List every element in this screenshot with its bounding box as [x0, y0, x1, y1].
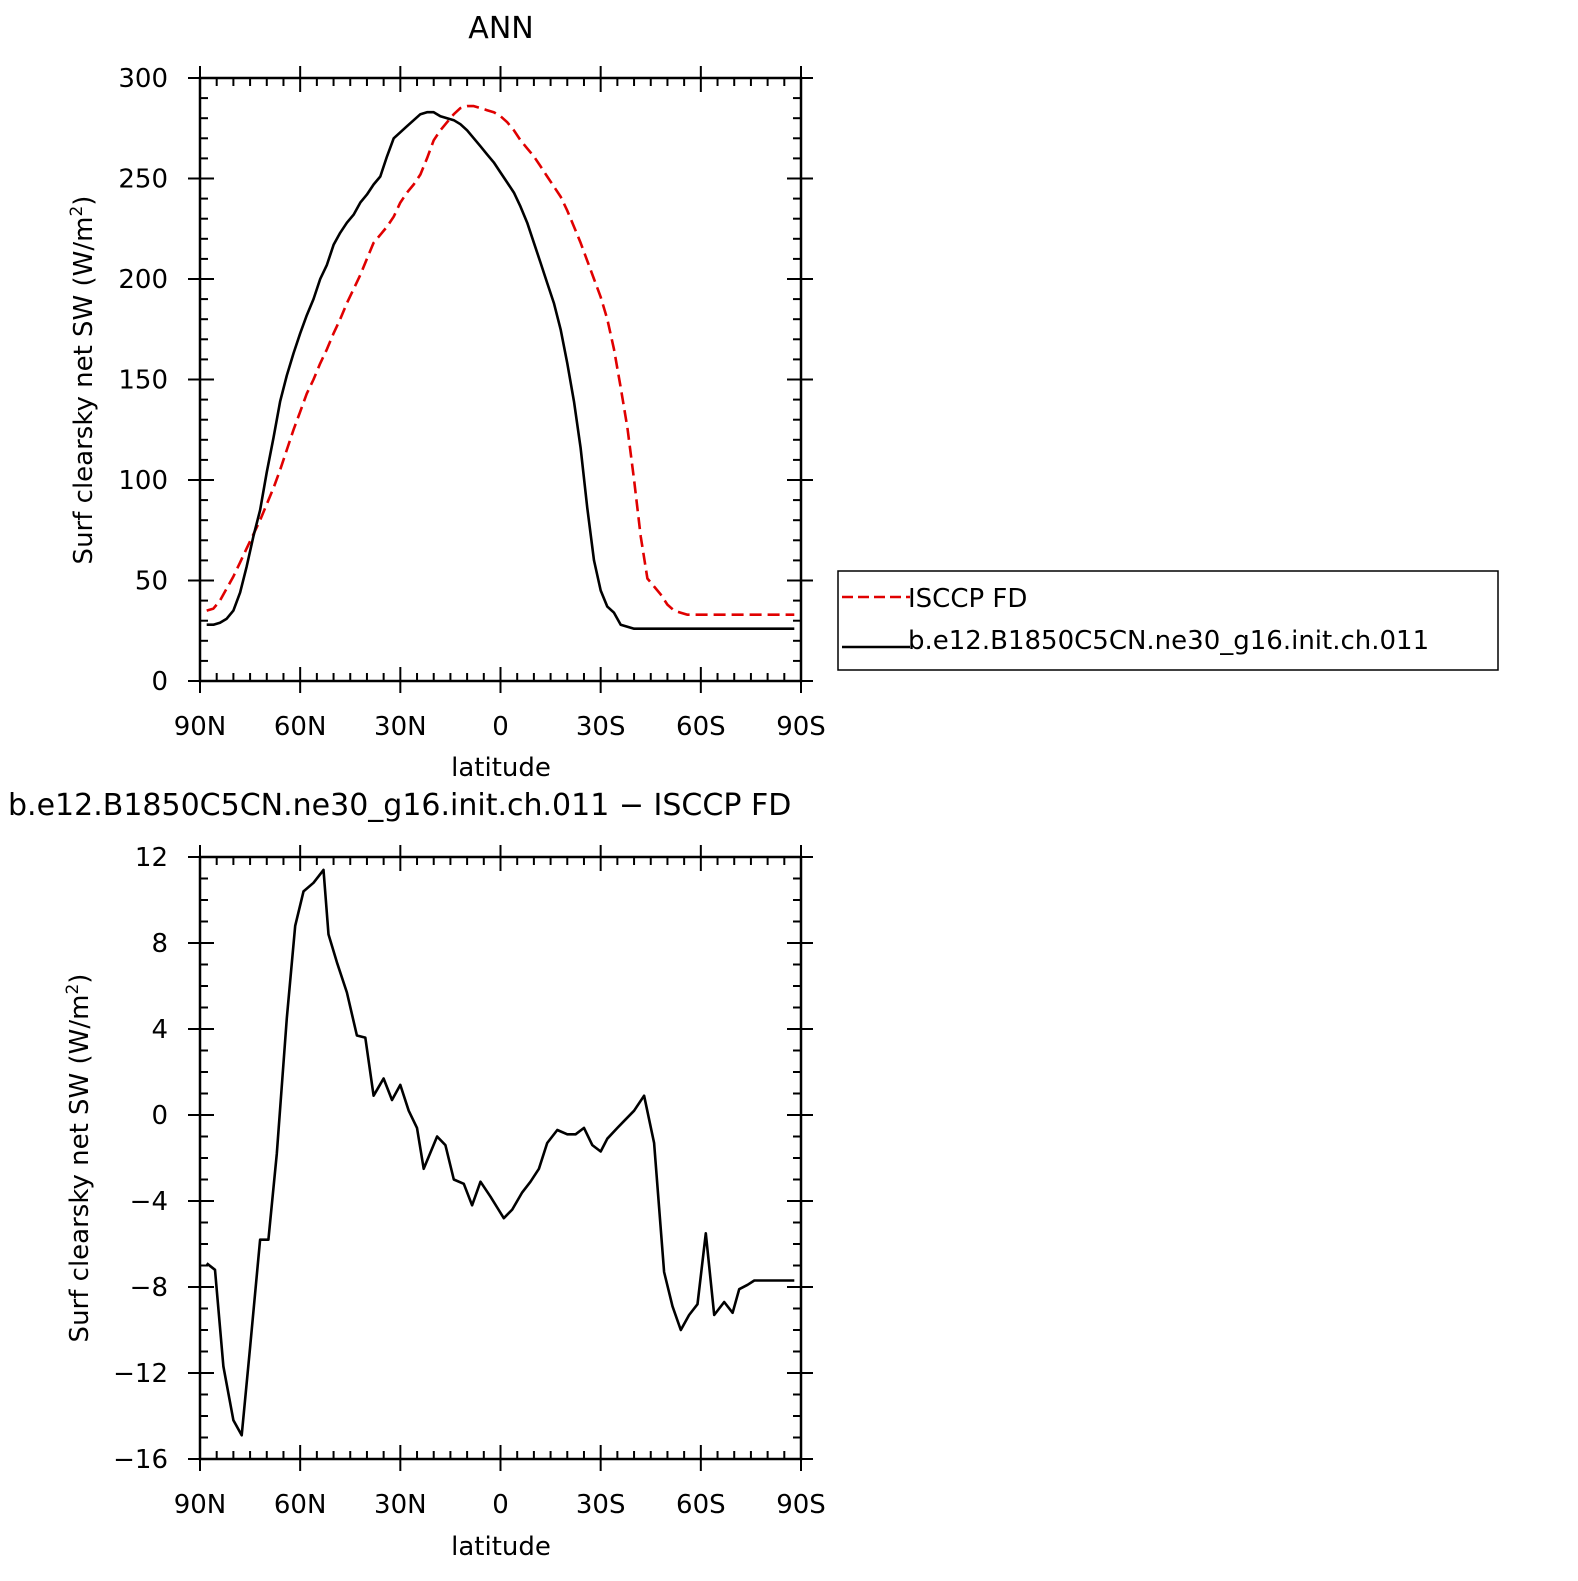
bottom-y-axis-title-main: Surf clearsky net SW (W/m	[65, 995, 95, 1343]
x-tick-label: 60N	[274, 1490, 327, 1520]
x-tick-label: 0	[492, 712, 509, 742]
x-tick-label: 30S	[576, 712, 626, 742]
legend-label-isccp: ISCCP FD	[908, 584, 1027, 614]
climatology-panel: ANN 90N 60N 30N 0 30S 60S 90S 0 50 100 150 200 250 3…	[67, 11, 826, 783]
bottom-series-line-1	[205, 868, 795, 1437]
y-tick-label: 50	[135, 567, 168, 597]
y-tick-label: 300	[118, 64, 168, 94]
x-tick-label: 30N	[374, 712, 427, 742]
x-tick-label: 60N	[274, 712, 327, 742]
top-plot-frame	[198, 76, 803, 683]
bottom-series-group	[205, 868, 795, 1437]
x-tick-label: 90S	[776, 1490, 826, 1520]
y-tick-label: 100	[118, 466, 168, 496]
x-tick-label: 30N	[374, 1490, 427, 1520]
legend-box	[837, 570, 1499, 671]
bottom-x-tick-labels: 90N 60N 30N 0 30S 60S 90S	[174, 1490, 826, 1520]
bottom-x-axis-title: latitude	[451, 1532, 551, 1562]
top-y-axis-title-end: )	[69, 196, 99, 206]
top-y-axis-title: Surf clearsky net SW (W/m2)	[67, 196, 99, 565]
y-tick-label: −4	[130, 1187, 168, 1217]
y-tick-label: 200	[118, 265, 168, 295]
top-x-tick-labels: 90N 60N 30N 0 30S 60S 90S	[174, 712, 826, 742]
y-tick-label: 4	[151, 1015, 168, 1045]
top-series-line-2	[206, 110, 795, 631]
x-tick-label: 0	[492, 1490, 509, 1520]
x-tick-label: 30S	[576, 1490, 626, 1520]
top-series-group	[206, 104, 795, 631]
top-y-axis-title-main: Surf clearsky net SW (W/m	[69, 217, 99, 565]
y-tick-label: 12	[135, 843, 168, 873]
x-tick-label: 60S	[676, 712, 726, 742]
legend-label-model: b.e12.B1850C5CN.ne30_g16.init.ch.011	[908, 626, 1429, 656]
difference-panel: b.e12.B1850C5CN.ne30_g16.init.ch.011 − I…	[8, 788, 826, 1562]
x-tick-label: 60S	[676, 1490, 726, 1520]
y-tick-label: 8	[151, 929, 168, 959]
y-tick-label: −16	[113, 1445, 168, 1475]
x-tick-label: 90N	[174, 712, 227, 742]
top-series-line-1	[206, 104, 795, 617]
x-tick-label: 90N	[174, 1490, 227, 1520]
top-axis-ticks	[188, 66, 813, 693]
y-tick-label: 250	[118, 165, 168, 195]
top-y-tick-labels: 0 50 100 150 200 250 300	[118, 64, 168, 697]
legend: ISCCP FD b.e12.B1850C5CN.ne30_g16.init.c…	[837, 570, 1499, 671]
y-tick-label: 0	[151, 667, 168, 697]
top-plot-title: ANN	[468, 11, 533, 46]
bottom-plot-frame	[198, 855, 803, 1461]
y-tick-label: 150	[118, 366, 168, 396]
y-tick-label: 0	[151, 1101, 168, 1131]
bottom-y-axis-title-sup: 2	[63, 984, 83, 995]
bottom-y-axis-title: Surf clearsky net SW (W/m2)	[63, 974, 95, 1343]
top-x-axis-title: latitude	[451, 753, 551, 783]
bottom-axis-ticks	[188, 845, 813, 1471]
bottom-y-tick-labels: −16 −12 −8 −4 0 4 8 12	[113, 843, 168, 1475]
y-tick-label: −12	[113, 1359, 168, 1389]
x-tick-label: 90S	[776, 712, 826, 742]
bottom-y-axis-title-end: )	[65, 974, 95, 984]
bottom-plot-title: b.e12.B1850C5CN.ne30_g16.init.ch.011 − I…	[8, 788, 791, 823]
top-y-axis-title-sup: 2	[67, 206, 87, 217]
y-tick-label: −8	[130, 1273, 168, 1303]
